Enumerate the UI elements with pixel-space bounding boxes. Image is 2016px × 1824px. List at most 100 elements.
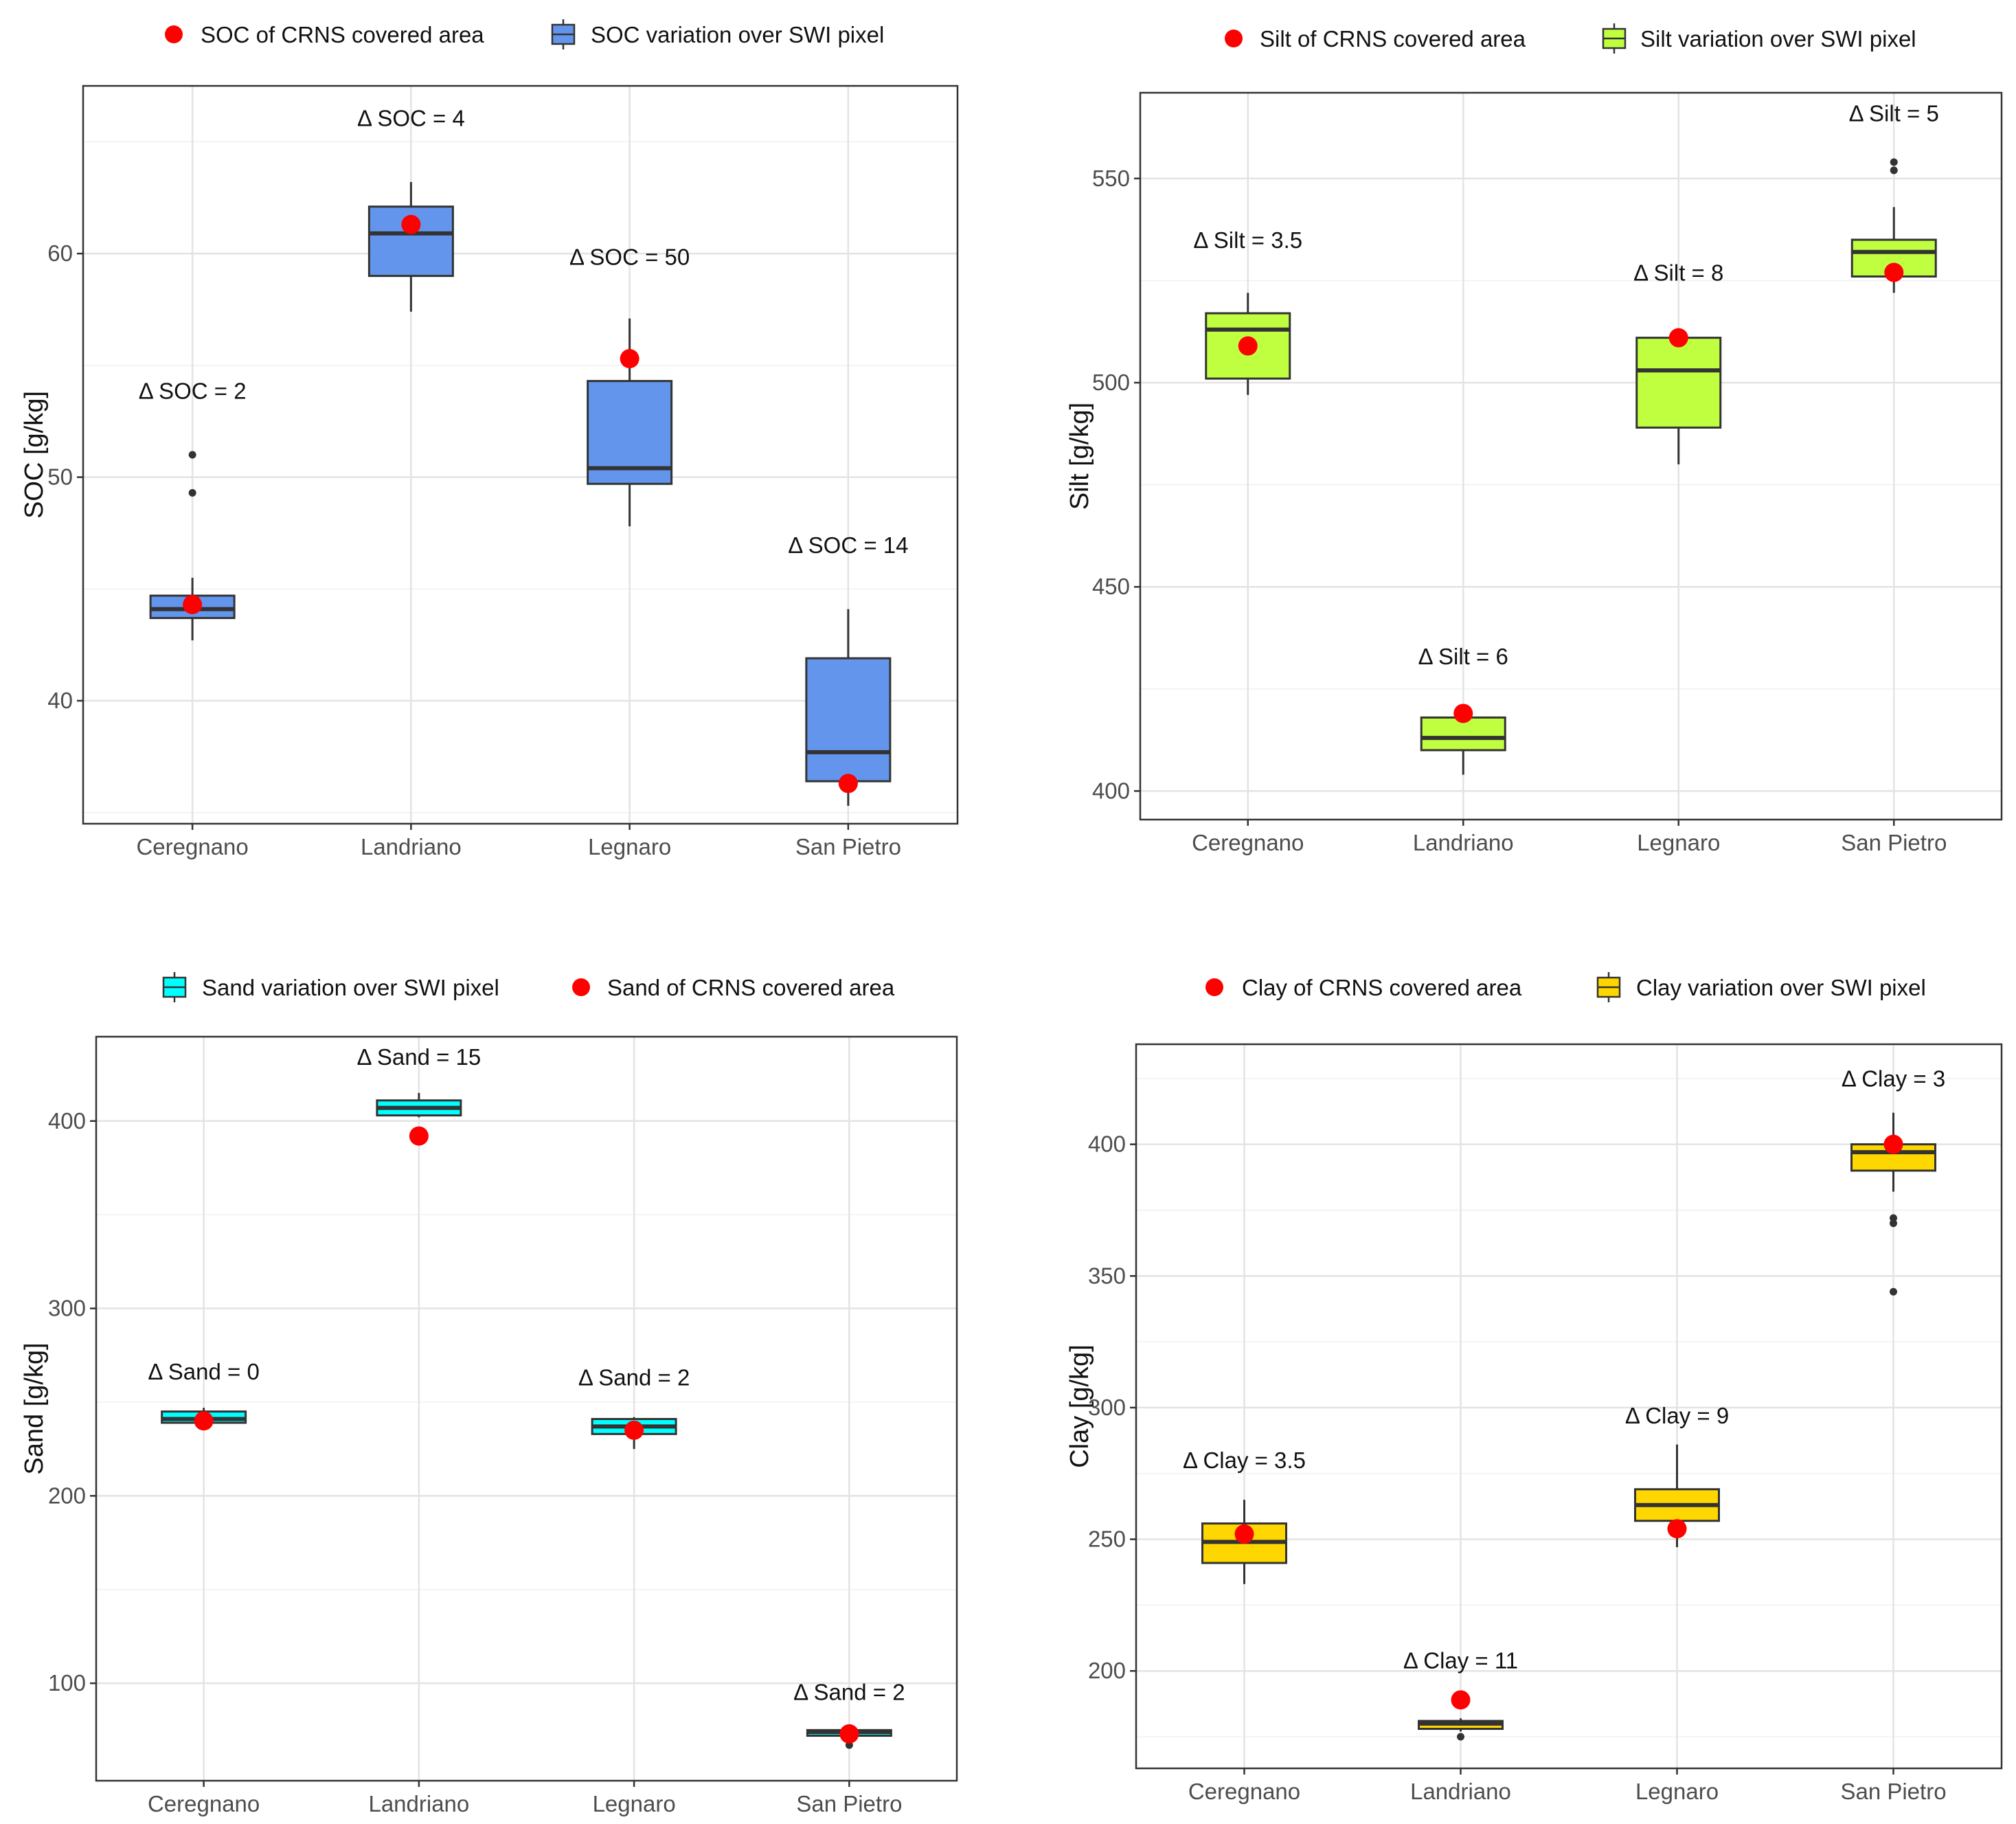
x-tick-label: San Pietro [796,1791,902,1816]
silt-legend-box-key [1602,23,1627,54]
sand-panel-border [95,1035,958,1782]
soc-x-axis: Ceregnano Landriano Legnaro San Pietro [136,824,901,859]
y-tick-label: 40 [47,688,73,713]
y-tick-label: 400 [1092,778,1130,803]
crns-point [1451,1690,1471,1710]
crns-point [401,214,421,234]
y-tick-label: 100 [48,1670,86,1696]
y-tick-label: 200 [48,1483,86,1508]
clay-legend-box-key [1596,972,1621,1002]
silt-y-axis: 400 450 500 550 Silt [g/kg] [1065,166,1140,803]
iqr-box [1635,337,1722,429]
delta-annotation: Δ Sand = 15 [356,1044,481,1070]
crns-point [1668,328,1688,348]
delta-annotation: Δ Silt = 8 [1633,260,1723,285]
crns-point [409,1126,429,1146]
x-tick-label: Landriano [361,834,462,859]
x-tick-label: Legnaro [593,1791,676,1816]
clay-legend-point-key [1205,978,1223,996]
outlier-point [1890,1287,1897,1296]
clay-box-1: Δ Clay = 11 [1403,1647,1518,1741]
y-tick-label: 200 [1088,1658,1126,1683]
delta-annotation: Δ Clay = 11 [1403,1647,1518,1673]
x-tick-label: Landriano [1413,830,1514,855]
clay-x-axis: Ceregnano Landriano Legnaro San Pietro [1188,1768,1947,1804]
crns-point [1234,1524,1254,1544]
delta-annotation: Δ Silt = 3.5 [1193,227,1302,253]
y-tick-label: 400 [48,1108,86,1134]
outlier-point [1890,1219,1897,1228]
sand-y-axis-title: Sand [g/kg] [20,1342,49,1474]
x-tick-label: Legnaro [1635,1779,1719,1804]
iqr-box [805,657,892,782]
sand-x-axis: Ceregnano Landriano Legnaro San Pietro [148,1781,902,1816]
x-tick-label: San Pietro [1840,1779,1946,1804]
x-tick-label: Landriano [1410,1779,1511,1804]
soc-legend-box-key [551,19,576,49]
y-tick-label: 450 [1092,574,1130,599]
sand-legend-label: Sand of CRNS covered area [607,975,895,1000]
delta-annotation: Δ Silt = 5 [1849,101,1939,126]
sand-chart: Sand variation over SWI pixel Sand of CRN… [20,972,958,1816]
y-tick-label: 50 [47,464,73,490]
clay-legend-label: Clay of CRNS covered area [1242,975,1522,1000]
crns-point [1884,262,1904,282]
silt-box-3: Δ Silt = 5 [1849,101,1939,293]
silt-grid [1140,93,2002,820]
clay-panel-border [1135,1043,2003,1770]
outlier-point [188,451,196,459]
iqr-box [367,205,454,278]
clay-box-3: Δ Clay = 3 [1842,1066,1945,1296]
silt-box-0: Δ Silt = 3.5 [1193,227,1302,395]
clay-y-axis-title: Clay [g/kg] [1065,1344,1094,1468]
sand-box-3: Δ Sand = 2 [793,1680,905,1749]
y-tick-label: 500 [1092,370,1130,395]
sand-legend: Sand variation over SWI pixel Sand of CRN… [162,972,895,1002]
clay-legend-label: Clay variation over SWI pixel [1636,975,1926,1000]
sand-box-2: Δ Sand = 2 [578,1364,690,1450]
crns-point [1453,703,1473,723]
delta-annotation: Δ SOC = 50 [569,244,690,269]
x-tick-label: Ceregnano [136,834,248,859]
clay-box-2: Δ Clay = 9 [1625,1403,1729,1548]
soc-legend: SOC of CRNS covered area SOC variation ov… [165,19,884,49]
silt-legend-label: Silt variation over SWI pixel [1640,26,1916,52]
soc-box-0: Δ SOC = 2 [139,379,247,641]
soc-y-axis-title: SOC [g/kg] [20,391,49,519]
clay-legend: Clay of CRNS covered area Clay variation … [1205,972,1926,1002]
clay-box-0: Δ Clay = 3.5 [1183,1448,1306,1584]
y-tick-label: 300 [1088,1395,1126,1420]
sand-legend-point-key [572,978,590,996]
delta-annotation: Δ Clay = 9 [1625,1403,1729,1428]
silt-panel-border [1139,91,2003,821]
x-tick-label: Ceregnano [1188,1779,1300,1804]
sand-grid [96,1037,957,1781]
soc-chart: SOC of CRNS covered area SOC variation ov… [20,19,959,859]
crns-point [838,774,858,793]
x-tick-label: San Pietro [795,834,901,859]
crns-point [194,1411,214,1431]
delta-annotation: Δ SOC = 4 [357,106,465,131]
delta-annotation: Δ Silt = 6 [1418,644,1508,669]
crns-point [1238,336,1258,356]
silt-box-1: Δ Silt = 6 [1418,644,1508,775]
outlier-point [1890,166,1898,174]
silt-y-axis-title: Silt [g/kg] [1065,403,1094,510]
silt-x-axis: Ceregnano Landriano Legnaro San Pietro [1192,820,1947,855]
soc-legend-point-key [165,25,183,43]
silt-legend-point-key [1225,30,1243,47]
silt-legend: Silt of CRNS covered area Silt variation … [1225,23,1916,54]
y-tick-label: 400 [1088,1131,1126,1157]
y-tick-label: 60 [47,240,73,266]
x-tick-label: Ceregnano [1192,830,1304,855]
delta-annotation: Δ Clay = 3.5 [1183,1448,1306,1473]
silt-box-2: Δ Silt = 8 [1633,260,1723,464]
silt-chart: Silt of CRNS covered area Silt variation … [1065,23,2003,855]
soc-legend-label: SOC of CRNS covered area [201,22,484,47]
soc-box-2: Δ SOC = 50 [569,244,690,527]
soc-box-1: Δ SOC = 4 [357,106,465,312]
outlier-point [1457,1733,1464,1741]
x-tick-label: Ceregnano [148,1791,260,1816]
sand-box-0: Δ Sand = 0 [148,1359,260,1431]
